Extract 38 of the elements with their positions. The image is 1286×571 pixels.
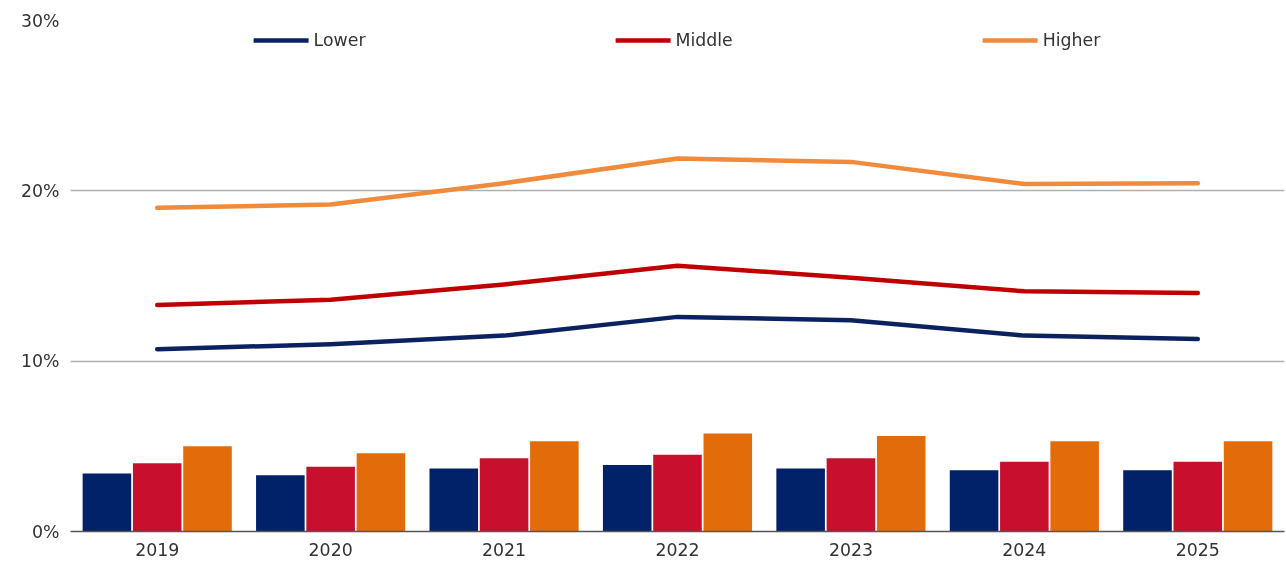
y-tick-label: 30%: [20, 10, 60, 31]
bar: [776, 468, 825, 532]
bar: [826, 458, 876, 532]
x-tick-label: 2020: [308, 539, 353, 560]
x-tick-label: 2024: [1002, 539, 1047, 560]
bar: [183, 446, 232, 532]
bar: [82, 473, 132, 532]
bar: [1000, 461, 1049, 532]
bar: [1223, 441, 1273, 532]
bar: [876, 436, 926, 532]
legend-label: Middle: [675, 30, 733, 50]
x-tick-label: 2019: [135, 539, 180, 560]
bar: [306, 466, 355, 532]
y-tick-label: 20%: [20, 180, 60, 201]
bar: [132, 463, 182, 532]
line-series: [154, 314, 1201, 352]
x-tick-label: 2023: [828, 539, 873, 560]
bar: [1173, 461, 1223, 532]
bar: [703, 433, 753, 532]
x-tick-label: 2025: [1175, 539, 1220, 560]
bar: [1050, 441, 1099, 532]
x-tick-label: 2021: [482, 539, 527, 560]
bar: [949, 470, 999, 532]
bar: [653, 454, 702, 532]
bar: [530, 441, 579, 532]
x-tick-label: 2022: [655, 539, 700, 560]
legend-label: Higher: [1042, 30, 1101, 50]
bar: [356, 453, 406, 532]
y-tick-label: 0%: [32, 521, 60, 542]
line-series: [154, 263, 1201, 308]
bar: [429, 468, 479, 532]
bar: [479, 458, 529, 532]
bar: [602, 465, 652, 532]
legend-label: Lower: [313, 30, 366, 50]
bar: [1123, 470, 1172, 532]
line-series: [154, 156, 1201, 211]
bar: [256, 475, 305, 532]
y-tick-label: 10%: [20, 351, 60, 372]
